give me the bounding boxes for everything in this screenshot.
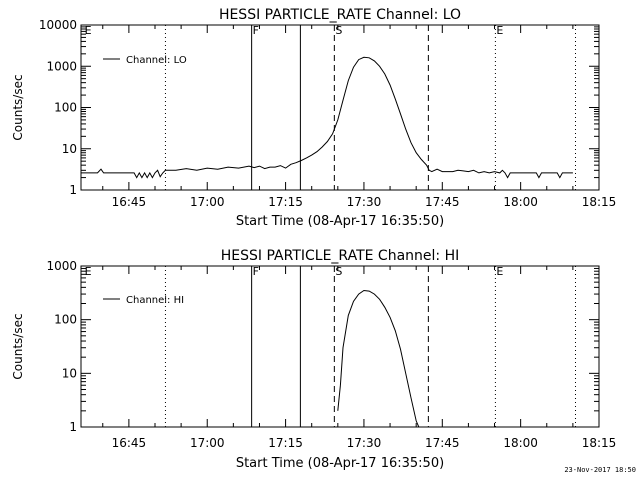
y-tick-label-1: 1000 [46, 59, 77, 73]
x-tick-label-1: 17:45 [425, 195, 460, 209]
plot-frame-1 [80, 24, 600, 191]
x-tick-label-2: 17:45 [425, 436, 460, 450]
x-tick-label-2: 17:00 [190, 436, 225, 450]
chart-title-2: HESSI PARTICLE_RATE Channel: HI [221, 248, 459, 264]
y-tick-label-1: 10000 [39, 18, 77, 32]
plot-frame-2 [80, 265, 600, 428]
x-tick-label-2: 18:00 [503, 436, 538, 450]
series-line-2-1 [337, 289, 420, 428]
event-marker-label-1: E [85, 24, 92, 37]
event-marker-label-2: F [253, 265, 259, 278]
event-marker-label-1: S [335, 24, 342, 37]
event-marker-label-2: E [85, 265, 92, 278]
y-tick-label-1: 1 [69, 183, 77, 197]
chart-title-1: HESSI PARTICLE_RATE Channel: LO [219, 7, 461, 23]
x-tick-label-2: 18:15 [582, 436, 617, 450]
x-tick-label-2: 16:45 [112, 436, 147, 450]
y-tick-label-2: 1000 [46, 259, 77, 273]
x-tick-label-1: 17:30 [347, 195, 382, 209]
x-axis-label-2: Start Time (08-Apr-17 16:35:50) [236, 456, 444, 471]
y-axis-label-2: Counts/sec [11, 313, 25, 379]
x-tick-label-1: 17:15 [268, 195, 303, 209]
x-tick-label-1: 18:15 [582, 195, 617, 209]
y-axis-label-1: Counts/sec [11, 74, 25, 140]
x-tick-label-2: 17:30 [347, 436, 382, 450]
footer-timestamp: 23-Nov-2017 18:50 [564, 466, 636, 474]
event-marker-label-2: E [496, 265, 503, 278]
x-tick-label-1: 17:00 [190, 195, 225, 209]
y-tick-label-2: 100 [54, 313, 77, 327]
series-line-1-1 [81, 56, 573, 179]
y-tick-label-2: 10 [62, 366, 77, 380]
event-marker-label-1: E [496, 24, 503, 37]
y-tick-label-2: 1 [69, 420, 77, 434]
event-marker-label-1: F [253, 24, 259, 37]
legend-label-1: Channel: LO [126, 55, 187, 66]
event-marker-label-2: S [335, 265, 342, 278]
x-axis-label-1: Start Time (08-Apr-17 16:35:50) [236, 214, 444, 229]
x-tick-label-1: 18:00 [503, 195, 538, 209]
x-tick-label-2: 17:15 [268, 436, 303, 450]
y-tick-label-1: 100 [54, 101, 77, 115]
y-tick-label-1: 10 [62, 142, 77, 156]
legend-label-2: Channel: HI [126, 295, 184, 306]
x-tick-label-1: 16:45 [112, 195, 147, 209]
